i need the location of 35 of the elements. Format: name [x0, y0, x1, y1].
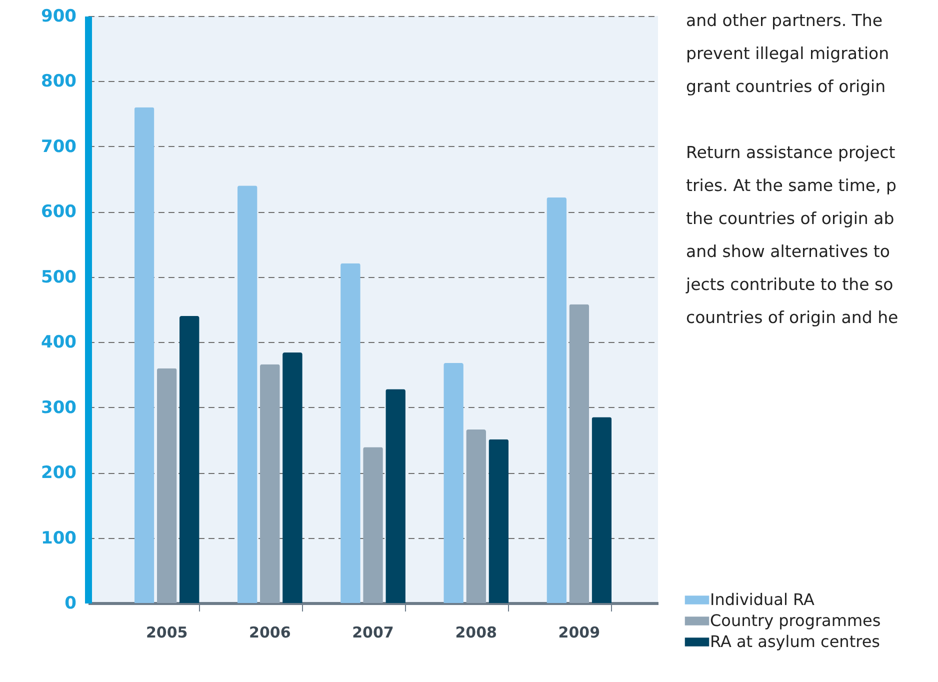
- bar: [156, 368, 177, 603]
- x-tick-label: 2008: [455, 624, 497, 642]
- bar: [592, 417, 612, 603]
- bar: [237, 186, 258, 603]
- bar: [282, 352, 302, 603]
- bar: [444, 362, 464, 603]
- y-tick-label: 100: [41, 528, 77, 548]
- legend-label: Country programmes: [710, 611, 881, 630]
- y-tick-label: 800: [41, 72, 77, 92]
- text: and other partners. The prevent illegal migration grant countries of origin: [686, 10, 890, 98]
- y-tick-label: 0: [64, 594, 77, 614]
- y-tick-label: 700: [41, 136, 77, 157]
- y-tick-label: 500: [41, 267, 77, 288]
- bar: [340, 263, 360, 603]
- y-tick-label: 400: [41, 332, 77, 353]
- y-tick-label: 900: [41, 6, 77, 26]
- bar: [260, 364, 280, 603]
- text: Return assistance project tries. At the same time, p the countries of origin ab and show alternatives to jects contribute to the so countries of origin and he: [686, 142, 898, 329]
- y-tick-label: 600: [41, 202, 77, 222]
- legend-label: RA at asylum centres: [710, 632, 880, 651]
- x-tick-label: 2005: [146, 624, 188, 642]
- y-tick-label: 200: [41, 463, 77, 484]
- bar: [569, 304, 590, 603]
- x-tick-label: 2007: [352, 624, 394, 642]
- bar: [179, 316, 200, 603]
- bar: [386, 389, 406, 603]
- bar: [363, 447, 383, 603]
- x-tick-label: 2009: [558, 624, 600, 642]
- legend-label: Individual RA: [710, 590, 814, 609]
- bar: [466, 430, 486, 603]
- bar: [134, 107, 154, 603]
- bar: [546, 197, 567, 603]
- y-tick-label: 300: [41, 398, 77, 418]
- bar: [488, 439, 509, 603]
- x-tick-label: 2006: [249, 624, 291, 642]
